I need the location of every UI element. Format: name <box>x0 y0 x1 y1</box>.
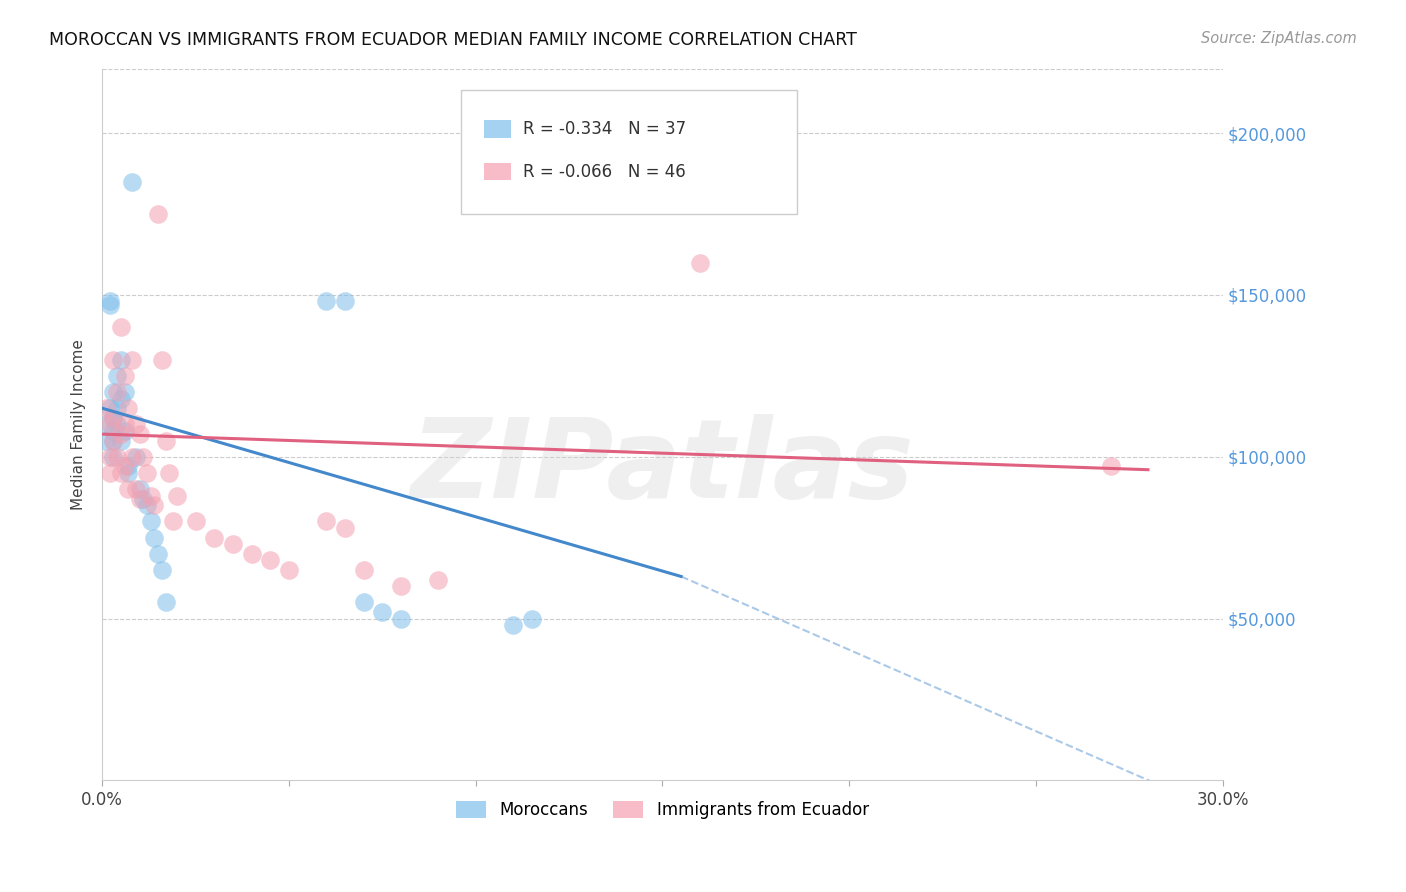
Point <box>132 491 155 506</box>
Point <box>315 515 337 529</box>
Point <box>150 563 173 577</box>
Point <box>125 482 148 496</box>
Y-axis label: Median Family Income: Median Family Income <box>72 339 86 510</box>
Point <box>184 515 207 529</box>
Point <box>148 547 170 561</box>
Point <box>98 450 121 464</box>
Point <box>155 595 177 609</box>
Point <box>128 427 150 442</box>
Text: MOROCCAN VS IMMIGRANTS FROM ECUADOR MEDIAN FAMILY INCOME CORRELATION CHART: MOROCCAN VS IMMIGRANTS FROM ECUADOR MEDI… <box>49 31 858 49</box>
Point <box>333 521 356 535</box>
Point <box>117 466 139 480</box>
Point <box>103 385 125 400</box>
Point <box>128 491 150 506</box>
Point <box>353 563 375 577</box>
Legend: Moroccans, Immigrants from Ecuador: Moroccans, Immigrants from Ecuador <box>450 794 876 825</box>
Point <box>114 424 136 438</box>
Point <box>103 411 125 425</box>
Point <box>353 595 375 609</box>
Point <box>121 175 143 189</box>
Point <box>98 298 121 312</box>
Point <box>155 434 177 448</box>
Text: R = -0.066   N = 46: R = -0.066 N = 46 <box>523 162 686 181</box>
Point <box>103 434 125 448</box>
Point <box>125 450 148 464</box>
FancyBboxPatch shape <box>484 120 512 137</box>
Point <box>94 401 117 416</box>
Point <box>94 434 117 448</box>
Point <box>143 531 166 545</box>
Point <box>103 450 125 464</box>
Point <box>148 207 170 221</box>
Point <box>121 352 143 367</box>
Point <box>427 573 450 587</box>
Point <box>117 401 139 416</box>
Point <box>103 411 125 425</box>
Point <box>139 489 162 503</box>
Point <box>98 466 121 480</box>
Point <box>139 515 162 529</box>
Point <box>105 401 128 416</box>
Point <box>689 255 711 269</box>
Point <box>110 352 132 367</box>
Point <box>94 417 117 432</box>
Point <box>125 417 148 432</box>
Point <box>389 611 412 625</box>
Point <box>132 450 155 464</box>
Point <box>103 352 125 367</box>
Point <box>166 489 188 503</box>
Point <box>121 450 143 464</box>
Point <box>1099 459 1122 474</box>
Point <box>110 434 132 448</box>
Point <box>136 498 159 512</box>
Point <box>389 579 412 593</box>
Point <box>128 482 150 496</box>
Point <box>202 531 225 545</box>
FancyBboxPatch shape <box>461 90 797 214</box>
Point <box>502 618 524 632</box>
Point <box>333 294 356 309</box>
Point <box>105 417 128 432</box>
Text: R = -0.334   N = 37: R = -0.334 N = 37 <box>523 120 686 138</box>
Point <box>105 385 128 400</box>
Point <box>110 427 132 442</box>
Point <box>159 466 181 480</box>
Point <box>114 459 136 474</box>
Point <box>105 450 128 464</box>
Point <box>105 368 128 383</box>
Point <box>136 466 159 480</box>
Text: ZIPatlas: ZIPatlas <box>411 414 914 521</box>
Text: Source: ZipAtlas.com: Source: ZipAtlas.com <box>1201 31 1357 46</box>
Point <box>110 320 132 334</box>
Point <box>520 611 543 625</box>
Point <box>114 368 136 383</box>
Point <box>103 424 125 438</box>
Point <box>259 553 281 567</box>
Point <box>110 392 132 406</box>
Point <box>143 498 166 512</box>
Point <box>117 482 139 496</box>
Point <box>103 434 125 448</box>
Point <box>98 401 121 416</box>
Point <box>315 294 337 309</box>
Point <box>162 515 184 529</box>
Point <box>98 417 121 432</box>
Point <box>240 547 263 561</box>
Point <box>114 417 136 432</box>
Point <box>114 385 136 400</box>
Point <box>150 352 173 367</box>
Point <box>222 537 245 551</box>
FancyBboxPatch shape <box>484 163 512 180</box>
Point <box>278 563 301 577</box>
Point <box>371 605 394 619</box>
Point <box>117 459 139 474</box>
Point <box>98 294 121 309</box>
Point <box>110 466 132 480</box>
